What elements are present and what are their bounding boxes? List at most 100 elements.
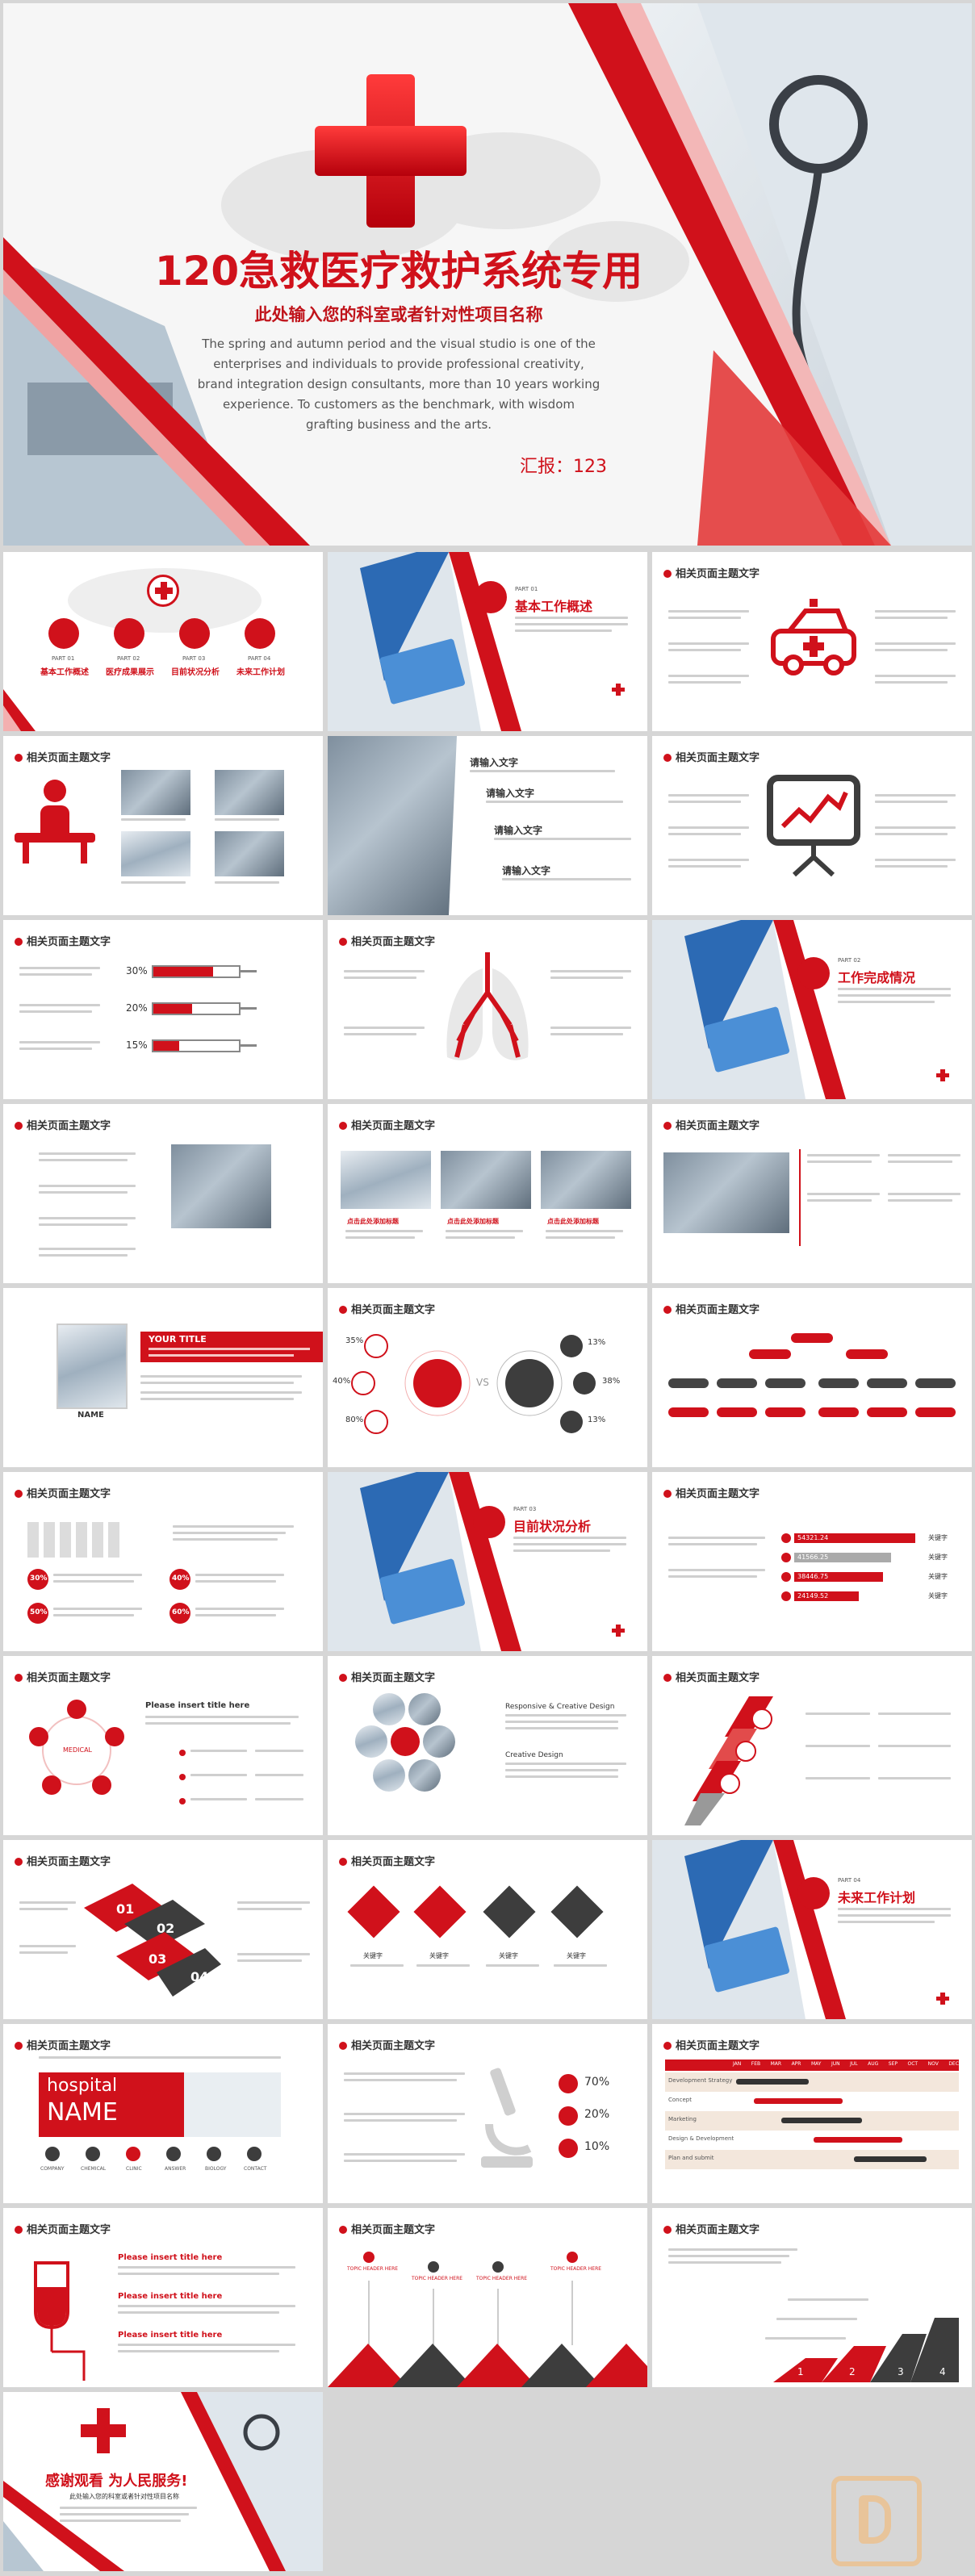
round-photo	[373, 1759, 405, 1792]
section-slide-3[interactable]: PART 03 目前状况分析	[328, 1472, 647, 1651]
patient-slide[interactable]: 相关页面主题文字	[3, 736, 323, 915]
photo	[441, 1151, 531, 1209]
grid-heading-2: Creative Design	[505, 1751, 563, 1759]
section-slide-2[interactable]: PART 02 工作完成情况	[652, 920, 972, 1099]
microscope-icon	[481, 2068, 533, 2168]
org-node[interactable]	[668, 1407, 709, 1417]
monitor-icon[interactable]	[347, 1885, 400, 1938]
diamond-icon[interactable]	[550, 1885, 604, 1938]
photo-caption-2[interactable]: 点击此处添加标题	[447, 1218, 499, 1225]
org-node[interactable]	[915, 1378, 956, 1388]
input-text-slide[interactable]: 请输入文字 请输入文字 请输入文字 请输入文字	[328, 736, 647, 915]
agenda-slide[interactable]: PART 01 PART 02 PART 03 PART 04 基本工作概述 医…	[3, 552, 323, 731]
slide-header: 相关页面主题文字	[15, 1485, 111, 1500]
caduceus-icon[interactable]	[179, 618, 210, 649]
agenda-label-3[interactable]: 目前状况分析	[171, 668, 220, 677]
photo-text-slide[interactable]: 相关页面主题文字	[652, 1104, 972, 1283]
gantt-slide[interactable]: 相关页面主题文字 JAN FEB MAR APR MAY JUN JUL AUG…	[652, 2024, 972, 2203]
kpi-slide[interactable]: 相关页面主题文字 30% 50% 40% 60%	[3, 1472, 323, 1651]
org-chart-slide[interactable]: 相关页面主题文字	[652, 1288, 972, 1467]
section-4-clock-icon	[797, 1877, 830, 1909]
ambulance-slide[interactable]: 相关页面主题文字	[652, 552, 972, 731]
step-number-1: 1	[797, 2366, 804, 2377]
micro-percent-2: 20%	[584, 2108, 610, 2121]
org-node[interactable]	[867, 1407, 907, 1417]
syringe-bars-slide[interactable]: 相关页面主题文字 30% 20% 15%	[3, 920, 323, 1099]
cycle-slide[interactable]: 相关页面主题文字 MEDICAL Please insert title her…	[3, 1656, 323, 1835]
slide-header: 相关页面主题文字	[663, 2037, 759, 2052]
input-item-3[interactable]: 请输入文字	[494, 825, 543, 836]
section-slide-4[interactable]: PART 04 未来工作计划	[652, 1840, 972, 2019]
org-node[interactable]	[668, 1378, 709, 1388]
org-node[interactable]	[915, 1407, 956, 1417]
input-item-1[interactable]: 请输入文字	[470, 757, 519, 768]
keyword-value-4: 24149.52	[797, 1592, 829, 1600]
round-photo	[355, 1725, 387, 1758]
topic-headers-slide[interactable]: 相关页面主题文字 TOPIC HEADER HERE TOPIC HEADER …	[328, 2208, 647, 2387]
phone-icon[interactable]	[413, 1885, 467, 1938]
right-percent-3: 13%	[588, 1416, 606, 1424]
org-node[interactable]	[818, 1407, 859, 1417]
org-node[interactable]	[717, 1407, 757, 1417]
org-node[interactable]	[867, 1378, 907, 1388]
staircase-diagram	[684, 1696, 773, 1825]
keyword-bars-slide[interactable]: 相关页面主题文字 54321.24 41566.25 38446.75 2414…	[652, 1472, 972, 1651]
diamond-icons-slide[interactable]: 相关页面主题文字 关键字 关键字 关键字 关键字	[328, 1840, 647, 2019]
steps-slide[interactable]: 相关页面主题文字 1 2 3 4	[652, 2208, 972, 2387]
cover-body-line: The spring and autumn period and the vis…	[202, 337, 596, 351]
staircase-slide[interactable]: 相关页面主题文字	[652, 1656, 972, 1835]
cover-body: The spring and autumn period and the vis…	[189, 334, 609, 435]
photo-caption-1[interactable]: 点击此处添加标题	[347, 1218, 399, 1225]
microscope-slide[interactable]: 相关页面主题文字 70% 20% 10%	[328, 2024, 647, 2203]
surgery-photo	[663, 1152, 789, 1233]
gantt-bar	[754, 2098, 843, 2104]
comparison-slide[interactable]: 相关页面主题文字 35% 40% 80% VS 13% 38% 13%	[328, 1288, 647, 1467]
puzzle-number-2: 02	[157, 1921, 175, 1936]
doctor-icon[interactable]	[114, 618, 144, 649]
input-item-2[interactable]: 请输入文字	[486, 788, 535, 799]
three-photos-slide[interactable]: 相关页面主题文字 点击此处添加标题 点击此处添加标题 点击此处添加标题	[328, 1104, 647, 1283]
section-2-doctor-icon	[797, 957, 830, 989]
iv-bag-slide[interactable]: 相关页面主题文字 Please insert title here Please…	[3, 2208, 323, 2387]
vs-label: VS	[476, 1377, 489, 1388]
org-node[interactable]	[749, 1349, 791, 1359]
section-4-part: PART 04	[838, 1877, 861, 1884]
doctor-photo	[56, 1324, 128, 1409]
clock-icon[interactable]	[245, 618, 275, 649]
doctor-profile-slide[interactable]: NAME YOUR TITLE	[3, 1288, 323, 1467]
lung-slide[interactable]: 相关页面主题文字	[328, 920, 647, 1099]
slide-header: 相关页面主题文字	[15, 1669, 111, 1684]
photo	[215, 770, 284, 815]
ambulance-icon[interactable]	[48, 618, 79, 649]
agenda-label-4[interactable]: 未来工作计划	[236, 668, 285, 677]
patient-icon	[15, 780, 95, 864]
keyword-value-3: 38446.75	[797, 1573, 829, 1580]
org-node[interactable]	[846, 1349, 888, 1359]
org-node[interactable]	[818, 1378, 859, 1388]
cover-slide[interactable]: 120急救医疗救护系统专用 此处输入您的科室或者针对性项目名称 The spri…	[3, 3, 972, 546]
agenda-label-1[interactable]: 基本工作概述	[40, 668, 89, 677]
gantt-bar	[736, 2079, 809, 2085]
org-node[interactable]	[765, 1378, 806, 1388]
slide-header: 相关页面主题文字	[663, 1117, 759, 1132]
org-node[interactable]	[717, 1378, 757, 1388]
agenda-label-2[interactable]: 医疗成果展示	[106, 668, 154, 677]
photo-grid-slide[interactable]: 相关页面主题文字 Responsive & Creative Design Cr…	[328, 1656, 647, 1835]
input-item-4[interactable]: 请输入文字	[502, 865, 551, 876]
org-node[interactable]	[765, 1407, 806, 1417]
hospital-name-slide[interactable]: 相关页面主题文字 hospital NAME COMPANY CHEMICAL …	[3, 2024, 323, 2203]
photo-caption-3[interactable]: 点击此处添加标题	[547, 1218, 599, 1225]
hospital-word: hospital	[47, 2076, 118, 2096]
puzzle-number-1: 01	[116, 1901, 135, 1917]
org-node[interactable]	[791, 1333, 833, 1343]
slide-header: 相关页面主题文字	[663, 1301, 759, 1316]
text-photo-slide[interactable]: 相关页面主题文字	[3, 1104, 323, 1283]
slide-header: 相关页面主题文字	[663, 565, 759, 580]
ending-slide[interactable]: 感谢观看 为人民服务! 此处输入您的科室或者针对性项目名称	[3, 2392, 323, 2571]
gantt-month: DEC	[948, 2061, 959, 2067]
puzzle-slide[interactable]: 相关页面主题文字 01 02 03 04	[3, 1840, 323, 2019]
bar-chart-icon[interactable]	[483, 1885, 536, 1938]
agenda-part-1: PART 01	[52, 655, 75, 662]
section-slide-1[interactable]: PART 01 基本工作概述	[328, 552, 647, 731]
chart-screen-slide[interactable]: 相关页面主题文字	[652, 736, 972, 915]
